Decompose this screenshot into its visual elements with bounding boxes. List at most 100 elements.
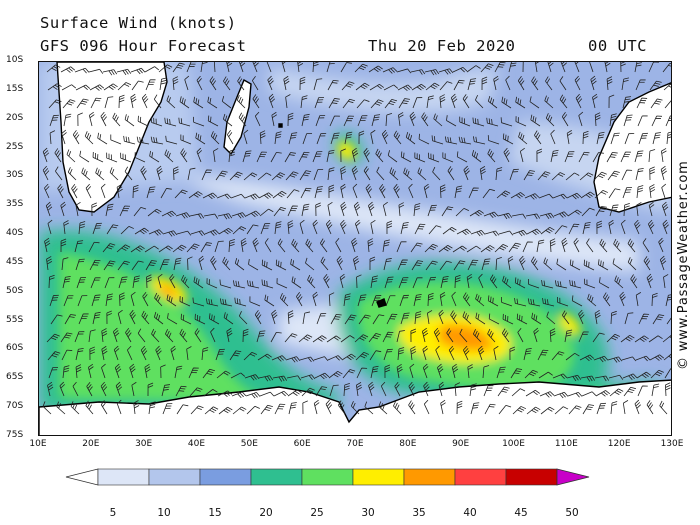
wind-barb <box>298 151 310 163</box>
wind-barb <box>49 114 59 127</box>
wind-barb <box>350 401 360 415</box>
wind-barb <box>179 296 191 307</box>
wind-barb <box>412 97 423 109</box>
wind-barb <box>568 223 580 235</box>
wind-barb <box>661 148 667 163</box>
legend-swatch <box>97 468 150 486</box>
wind-barb <box>312 335 327 343</box>
wind-barb <box>480 245 495 253</box>
wind-barb <box>368 201 375 217</box>
wind-barb <box>243 351 257 361</box>
wind-barb <box>527 278 540 289</box>
wind-barb <box>522 62 529 73</box>
wind-barb <box>627 257 637 271</box>
wind-barb <box>396 363 403 379</box>
wind-barb <box>622 400 629 415</box>
wind-barb <box>370 275 378 289</box>
wind-barb <box>230 372 246 379</box>
wind-barb <box>341 353 356 361</box>
wind-barb <box>567 391 583 398</box>
wind-barb <box>244 193 260 200</box>
wind-barb <box>636 371 651 379</box>
wind-barb <box>74 67 90 74</box>
wind-barb <box>608 188 621 199</box>
lon-tick-label: 70E <box>346 439 364 449</box>
wind-barb <box>105 293 113 307</box>
wind-barb <box>54 148 62 163</box>
wind-barb <box>88 329 96 343</box>
wind-barb <box>134 152 146 163</box>
wind-barb <box>596 402 606 415</box>
wind-barb <box>549 238 556 253</box>
wind-barb <box>146 274 152 289</box>
wind-barb <box>590 75 597 91</box>
madagascar-landmass <box>223 78 252 156</box>
wind-barb <box>637 115 648 127</box>
lat-tick-label: 70S <box>6 401 24 412</box>
wind-barb <box>272 190 287 199</box>
wind-barb <box>503 147 510 163</box>
wind-barb <box>202 192 218 200</box>
wind-barb <box>200 62 208 73</box>
wind-barb <box>623 114 633 127</box>
wind-barb <box>284 333 298 343</box>
wind-barb <box>400 222 409 235</box>
wind-barb <box>636 97 648 109</box>
lat-tick-label: 20S <box>6 112 24 123</box>
wind-barb <box>75 201 81 217</box>
lat-tick-label: 45S <box>6 256 24 267</box>
wind-barb <box>221 96 232 109</box>
legend-label: 25 <box>310 507 324 519</box>
wind-barb <box>393 183 400 199</box>
wind-barb <box>194 313 206 325</box>
wind-barb <box>88 241 100 253</box>
wind-barb <box>643 256 651 271</box>
wind-barb <box>313 356 329 361</box>
wind-barb <box>398 202 405 217</box>
wind-barb <box>587 293 597 307</box>
wind-barb <box>514 298 527 307</box>
wind-barb <box>551 351 565 361</box>
wind-barb <box>487 148 496 163</box>
wind-barb <box>315 202 321 217</box>
wind-barb <box>524 193 540 200</box>
lon-tick-label: 120E <box>607 439 631 449</box>
wind-barb <box>164 117 177 127</box>
wind-barb <box>433 113 443 127</box>
wind-map[interactable] <box>38 61 672 436</box>
wind-barb <box>608 219 615 235</box>
wind-barb <box>454 382 461 397</box>
wind-barb <box>184 75 190 91</box>
wind-barb <box>274 131 282 145</box>
wind-barb <box>148 401 156 415</box>
wind-barb <box>89 346 96 361</box>
wind-barb <box>500 296 513 307</box>
wind-barb <box>210 327 216 343</box>
wind-barb <box>355 351 369 361</box>
wind-barb <box>115 381 123 397</box>
wind-barb <box>614 275 624 289</box>
wind-barb <box>353 201 361 217</box>
wind-barb <box>124 114 135 127</box>
wind-barb <box>531 312 542 325</box>
wind-barb <box>384 98 398 109</box>
wind-barb <box>663 82 671 91</box>
wind-barb <box>607 356 623 363</box>
wind-barb <box>372 314 385 325</box>
wind-barb <box>581 391 597 397</box>
valid-time: 00 UTC <box>588 37 647 55</box>
wind-barb <box>594 112 601 127</box>
wind-barb <box>636 185 644 199</box>
wind-barb <box>190 230 206 236</box>
wind-barb <box>658 237 664 253</box>
wind-barb <box>530 114 541 127</box>
wind-barb <box>597 259 609 271</box>
wind-barb <box>264 238 272 253</box>
wind-barb <box>301 387 315 397</box>
wind-barb <box>355 382 362 397</box>
wind-barb <box>623 386 636 397</box>
wind-barb <box>446 328 454 343</box>
wind-barb <box>584 278 596 289</box>
wind-barb <box>561 310 570 325</box>
wind-barb <box>60 201 66 217</box>
